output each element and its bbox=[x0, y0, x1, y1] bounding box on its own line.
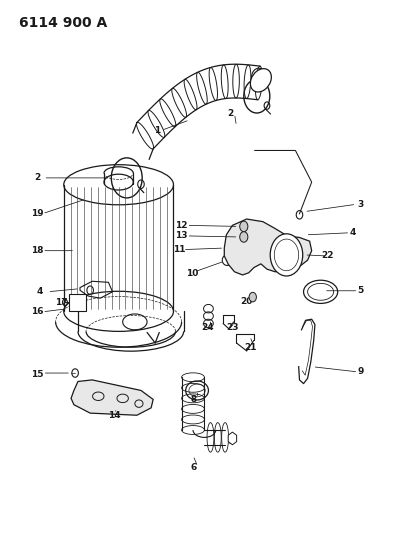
Polygon shape bbox=[224, 219, 311, 275]
Text: 7: 7 bbox=[227, 437, 234, 446]
Text: 5: 5 bbox=[357, 286, 363, 295]
Text: 18: 18 bbox=[31, 246, 44, 255]
Text: 3: 3 bbox=[357, 200, 363, 209]
Text: 6: 6 bbox=[191, 464, 197, 472]
Text: 6114 900 A: 6114 900 A bbox=[19, 16, 107, 30]
Text: 19: 19 bbox=[31, 209, 44, 218]
Polygon shape bbox=[71, 380, 153, 415]
Circle shape bbox=[240, 221, 248, 232]
Circle shape bbox=[270, 234, 303, 276]
Text: 2: 2 bbox=[227, 109, 234, 118]
Text: 16: 16 bbox=[31, 308, 44, 317]
Text: 14: 14 bbox=[108, 411, 121, 420]
Text: 12: 12 bbox=[176, 221, 188, 230]
Text: 17: 17 bbox=[55, 298, 68, 307]
FancyBboxPatch shape bbox=[69, 294, 86, 311]
Text: 11: 11 bbox=[173, 245, 186, 254]
Text: 24: 24 bbox=[202, 323, 214, 332]
Text: 9: 9 bbox=[357, 367, 364, 376]
Text: 13: 13 bbox=[176, 231, 188, 240]
Text: 21: 21 bbox=[244, 343, 257, 352]
Text: 4: 4 bbox=[349, 228, 356, 237]
Circle shape bbox=[240, 232, 248, 242]
Text: 23: 23 bbox=[226, 323, 239, 332]
Circle shape bbox=[249, 292, 256, 302]
Text: 4: 4 bbox=[36, 287, 42, 296]
Ellipse shape bbox=[250, 69, 272, 92]
Text: 8: 8 bbox=[191, 395, 197, 404]
Text: 10: 10 bbox=[185, 269, 198, 278]
Text: 1: 1 bbox=[154, 126, 160, 135]
Text: 2: 2 bbox=[34, 173, 40, 182]
Circle shape bbox=[274, 239, 299, 271]
Text: 15: 15 bbox=[31, 369, 44, 378]
Text: 20: 20 bbox=[241, 297, 253, 306]
Text: 22: 22 bbox=[322, 252, 334, 261]
